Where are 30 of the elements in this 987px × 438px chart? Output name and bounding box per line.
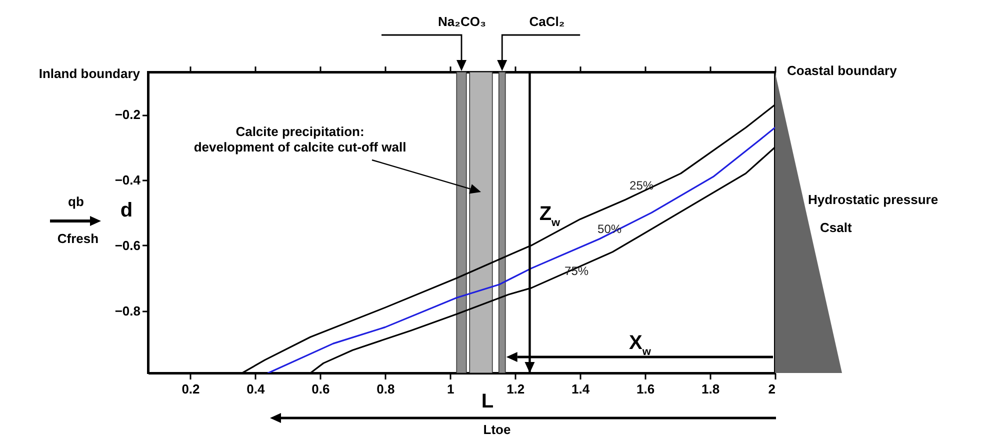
text: qb <box>68 194 84 209</box>
x-tick-label: 1.4 <box>572 382 590 396</box>
text: Ltoe <box>483 422 511 437</box>
y-tick-label: −0.2 <box>114 107 140 122</box>
text: Inland boundary <box>38 66 141 81</box>
series-label: 25% <box>630 178 654 193</box>
text: Cfresh <box>57 231 99 246</box>
x-tick-label: 1.6 <box>636 382 655 396</box>
y-tick-label: −0.4 <box>114 172 142 188</box>
x-tick-label: 1.2 <box>506 382 525 396</box>
text: Hydrostatic pressure <box>808 192 938 207</box>
x-axis-title: L <box>481 390 494 412</box>
ref-line-label: Z$_{w}$ <box>539 203 561 229</box>
x-tick-label: 1 <box>447 382 454 396</box>
y-tick-label: −0.6 <box>114 238 140 253</box>
y-axis-title: d <box>120 200 133 222</box>
y-tick-label: −0.8 <box>114 303 140 318</box>
x-tick-label: 0.4 <box>246 382 266 396</box>
series-label: 50% <box>598 222 622 236</box>
x-tick-label: 0.6 <box>312 382 330 396</box>
text: Coastal boundary <box>787 63 898 78</box>
text: Na₂CO₃ <box>438 14 486 29</box>
x-tick-label: 0.8 <box>376 382 395 396</box>
band-label: Calcite precipitation: development of calcite cut-off wall <box>194 124 406 155</box>
x-tick-label: 1.8 <box>701 382 720 396</box>
annotation: X$_{w}$ <box>629 332 652 358</box>
text: CaCl₂ <box>529 14 565 29</box>
x-tick-label: 2 <box>768 382 776 396</box>
text: Csalt <box>820 220 852 235</box>
x-tick-label: 0.2 <box>182 382 200 396</box>
